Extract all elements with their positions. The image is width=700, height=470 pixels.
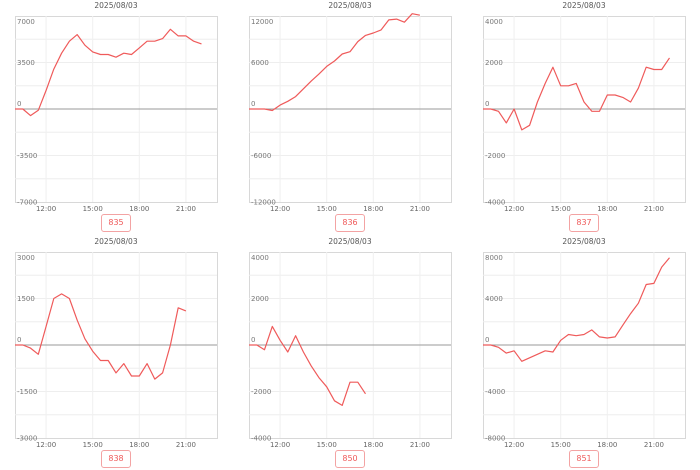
chart-title: 2025/08/03 [328, 237, 371, 246]
chart-id-badge[interactable]: 836 [335, 214, 365, 232]
chart-837: 2025/08/03 4000 2000 0 -2000 -4000 12:00 15:00 1… [483, 1, 693, 232]
chart-title: 2025/08/03 [94, 237, 137, 246]
y-tick-label: 8000 [485, 254, 503, 262]
x-tick-label: 15:00 [551, 441, 571, 449]
x-tick-label: 21:00 [410, 205, 430, 213]
x-tick-label: 12:00 [270, 441, 290, 449]
chart-title: 2025/08/03 [562, 1, 605, 10]
y-tick-label: -7000 [17, 199, 37, 207]
y-tick-label: -2000 [251, 388, 271, 396]
chart-id-badge[interactable]: 851 [569, 450, 599, 468]
y-tick-label: 0 [251, 336, 255, 344]
y-tick-label: -12000 [251, 199, 276, 207]
series-line [249, 325, 366, 406]
x-tick-label: 21:00 [410, 441, 430, 449]
y-tick-label: -6000 [251, 152, 271, 160]
series-line [249, 13, 421, 112]
y-tick-label: 0 [17, 100, 21, 108]
x-tick-label: 15:00 [317, 205, 337, 213]
x-tick-label: 12:00 [36, 205, 56, 213]
x-tick-label: 12:00 [504, 441, 524, 449]
y-tick-label: -4000 [485, 388, 505, 396]
x-tick-label: 21:00 [644, 205, 664, 213]
chart-851: 2025/08/03 8000 4000 0 -4000 -8000 12:00 15:00 1… [483, 237, 693, 468]
chart-title: 2025/08/03 [94, 1, 137, 10]
chart-835: 2025/08/03 7000 3500 0 -3500 -7000 12:00 15:00 1… [15, 1, 225, 232]
chart-id-badge[interactable]: 835 [101, 214, 131, 232]
x-tick-label: 18:00 [597, 441, 617, 449]
x-tick-label: 18:00 [129, 205, 149, 213]
x-tick-label: 18:00 [597, 205, 617, 213]
chart-id-badge[interactable]: 837 [569, 214, 599, 232]
x-tick-label: 15:00 [551, 205, 571, 213]
x-tick-label: 18:00 [129, 441, 149, 449]
x-tick-label: 12:00 [270, 205, 290, 213]
y-tick-label: 4000 [251, 254, 269, 262]
y-tick-label: 12000 [251, 18, 273, 26]
series-line [15, 28, 202, 117]
series-line [483, 57, 670, 131]
y-tick-label: 6000 [251, 59, 269, 67]
y-tick-label: 4000 [485, 295, 503, 303]
series-line [15, 293, 187, 380]
y-tick-label: -3500 [17, 152, 37, 160]
y-tick-label: 2000 [251, 295, 269, 303]
chart-title: 2025/08/03 [562, 237, 605, 246]
x-tick-label: 15:00 [317, 441, 337, 449]
x-tick-label: 15:00 [83, 205, 103, 213]
x-tick-label: 21:00 [176, 441, 196, 449]
y-tick-label: -4000 [251, 435, 271, 443]
y-tick-label: 7000 [17, 18, 35, 26]
y-tick-label: 1500 [17, 295, 35, 303]
y-tick-label: -1500 [17, 388, 37, 396]
chart-850: 2025/08/03 4000 2000 0 -2000 -4000 12:00 15:00 1… [249, 237, 459, 468]
x-tick-label: 12:00 [504, 205, 524, 213]
chart-title: 2025/08/03 [328, 1, 371, 10]
x-tick-label: 18:00 [363, 441, 383, 449]
x-tick-label: 21:00 [644, 441, 664, 449]
y-tick-label: 3000 [17, 254, 35, 262]
x-tick-label: 18:00 [363, 205, 383, 213]
y-tick-label: 0 [17, 336, 21, 344]
y-tick-label: 0 [485, 100, 489, 108]
y-tick-label: 2000 [485, 59, 503, 67]
y-tick-label: -3000 [17, 435, 37, 443]
chart-id-badge[interactable]: 850 [335, 450, 365, 468]
x-tick-label: 21:00 [176, 205, 196, 213]
y-tick-label: 4000 [485, 18, 503, 26]
y-tick-label: -8000 [485, 435, 505, 443]
y-tick-label: 0 [485, 336, 489, 344]
chart-id-badge[interactable]: 838 [101, 450, 131, 468]
y-tick-label: -4000 [485, 199, 505, 207]
x-tick-label: 15:00 [83, 441, 103, 449]
series-line [483, 257, 670, 362]
y-tick-label: 0 [251, 100, 255, 108]
y-tick-label: 3500 [17, 59, 35, 67]
x-tick-label: 12:00 [36, 441, 56, 449]
chart-838: 2025/08/03 3000 1500 0 -1500 -3000 12:00 15:00 1… [15, 237, 225, 468]
y-tick-label: -2000 [485, 152, 505, 160]
chart-836: 2025/08/03 12000 6000 0 -6000 -12000 12:00 15:0… [249, 1, 459, 232]
